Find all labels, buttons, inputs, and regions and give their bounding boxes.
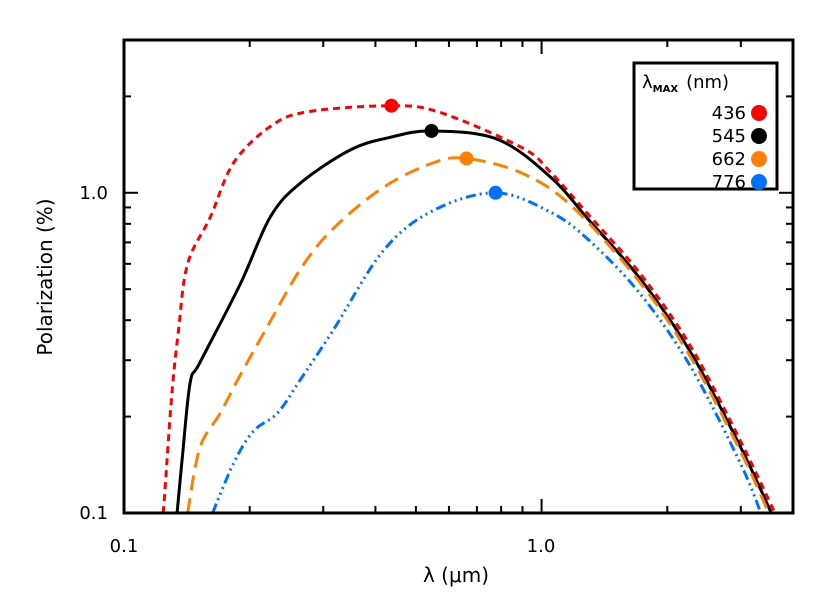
legend-label-545: 545 <box>712 126 746 147</box>
legend-marker-776 <box>751 174 767 190</box>
legend-title-unit: (nm) <box>686 72 729 93</box>
peak-markers <box>384 98 503 200</box>
series-line-662 <box>186 156 771 513</box>
legend-marker-436 <box>751 105 767 121</box>
series-line-436 <box>161 104 777 513</box>
legend-label-436: 436 <box>712 103 746 124</box>
y-tick-label-0: 0.1 <box>79 503 108 524</box>
legend-marker-662 <box>751 151 767 167</box>
peak-marker-436 <box>384 98 399 113</box>
legend-title-lambda: λ <box>642 72 653 93</box>
x-tick-label-1: 1.0 <box>527 536 556 557</box>
y-axis-label: Polarization (%) <box>33 198 57 355</box>
peak-marker-545 <box>424 123 439 138</box>
series-line-776 <box>211 191 763 513</box>
curves <box>161 104 777 513</box>
x-tick-label-0: 0.1 <box>110 536 139 557</box>
peak-marker-662 <box>459 151 474 166</box>
legend-title-sub: MAX <box>653 84 679 95</box>
peak-marker-776 <box>488 185 503 200</box>
plot-frame <box>122 38 795 515</box>
legend-box <box>632 61 779 191</box>
x-axis-label: λ (μm) <box>423 563 489 587</box>
series-line-545 <box>175 129 773 513</box>
legend-label-776: 776 <box>712 172 746 193</box>
legend-marker-545 <box>751 128 767 144</box>
legend-label-662: 662 <box>712 149 746 170</box>
legend-title: λMAX (nm) <box>642 72 729 95</box>
y-tick-label-1: 1.0 <box>79 183 108 204</box>
